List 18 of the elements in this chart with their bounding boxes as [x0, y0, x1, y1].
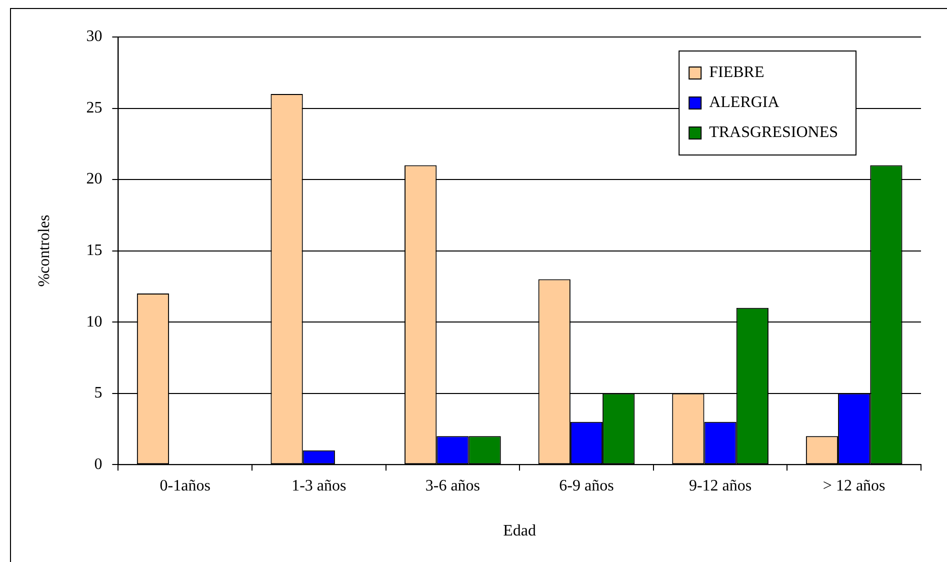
x-tick-label: 0-1años — [160, 477, 210, 494]
legend-label: FIEBRE — [709, 64, 764, 82]
y-tick-label: 10 — [86, 313, 102, 330]
y-axis-title: %controles — [36, 214, 53, 287]
y-tick-label: 20 — [86, 170, 102, 188]
x-tick-label: 1-3 años — [292, 477, 346, 494]
y-tick-label: 15 — [86, 242, 102, 260]
y-tick-label: 0 — [94, 456, 102, 473]
y-tick-label: 5 — [94, 384, 102, 402]
x-axis-title: Edad — [503, 522, 536, 540]
x-tick-label: 9-12 años — [688, 477, 752, 494]
y-tick-label: 25 — [86, 99, 102, 116]
x-tick-label: > 12 años — [822, 477, 886, 494]
x-tick-label: 3-6 años — [425, 477, 480, 494]
y-tick-label: 30 — [86, 28, 102, 46]
legend-label: TRASGRESIONES — [709, 124, 838, 142]
legend-label: ALERGIA — [709, 94, 780, 112]
x-tick-label: 6-9 años — [559, 477, 614, 494]
